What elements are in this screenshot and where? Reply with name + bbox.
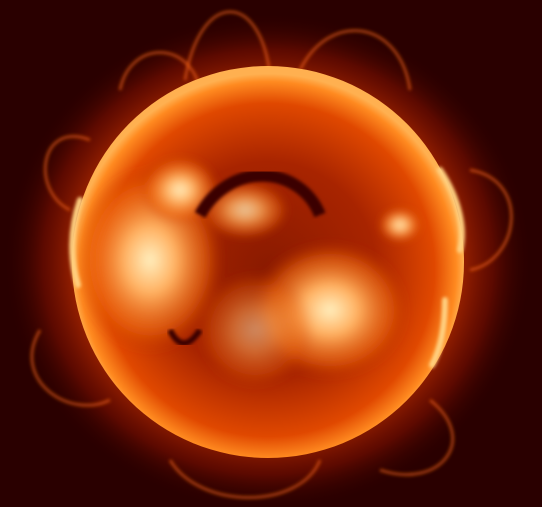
limb-brightening (69, 167, 465, 368)
coronal-loops (30, 10, 513, 499)
coronal-hole (194, 169, 326, 219)
dark-lane (167, 328, 203, 347)
